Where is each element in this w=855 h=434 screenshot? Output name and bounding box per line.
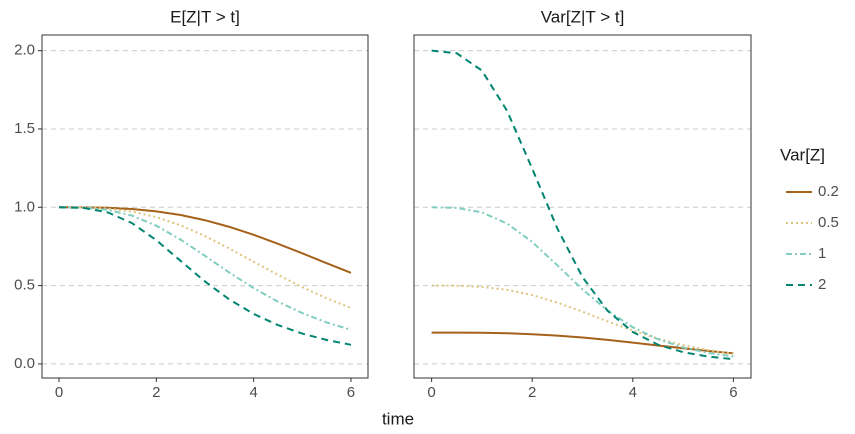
line (431, 49, 734, 361)
x-axis-label: time (382, 409, 414, 428)
x-tick-label: 4 (629, 384, 637, 401)
y-tick-label: 0.0 (14, 355, 35, 372)
y-tick-label: 1.0 (14, 198, 35, 215)
x-tick-label: 6 (347, 384, 355, 401)
facet-title: Var[Z|T > t] (541, 7, 625, 26)
legend-label: 2 (818, 276, 826, 293)
facet-title: E[Z|T > t] (170, 7, 240, 26)
x-tick-label: 0 (427, 384, 435, 401)
line (59, 206, 352, 331)
y-tick-label: 1.5 (14, 120, 35, 137)
x-tick-label: 6 (729, 384, 737, 401)
line (431, 331, 734, 355)
line (59, 206, 352, 309)
legend-label: 0.2 (818, 183, 839, 200)
x-tick-label: 2 (152, 384, 160, 401)
line (59, 206, 352, 274)
panel-border (41, 34, 369, 379)
x-tick-label: 4 (249, 384, 257, 401)
x-tick-label: 2 (528, 384, 536, 401)
y-tick-label: 2.0 (14, 42, 35, 59)
x-tick-label: 0 (55, 384, 63, 401)
y-tick-label: 0.5 (14, 277, 35, 294)
legend-label: 1 (818, 245, 826, 262)
panel-border (413, 34, 752, 379)
legend-label: 0.5 (818, 214, 839, 231)
legend-title: Var[Z] (780, 145, 825, 164)
line (59, 206, 352, 346)
line (431, 206, 734, 358)
line (431, 284, 734, 355)
